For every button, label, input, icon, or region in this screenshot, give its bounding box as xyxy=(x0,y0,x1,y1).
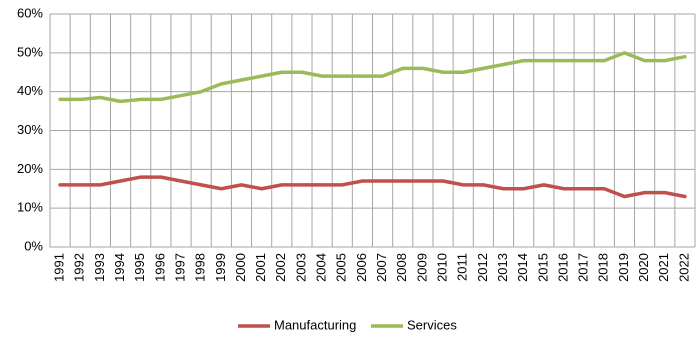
x-tick-label: 2005 xyxy=(334,253,349,282)
x-tick-label: 2013 xyxy=(495,253,510,282)
x-tick-label: 2010 xyxy=(434,253,449,282)
x-tick-label: 1998 xyxy=(193,253,208,282)
x-tick-label: 2016 xyxy=(555,253,570,282)
y-tick-label: 60% xyxy=(17,5,43,20)
x-tick-label: 2001 xyxy=(253,253,268,282)
x-tick-label: 2017 xyxy=(576,253,591,282)
x-tick-label: 1999 xyxy=(213,253,228,282)
legend-label: Services xyxy=(407,317,457,332)
y-tick-label: 30% xyxy=(17,122,43,137)
x-tick-label: 1997 xyxy=(172,253,187,282)
y-tick-label: 10% xyxy=(17,200,43,215)
y-tick-label: 0% xyxy=(24,238,43,253)
line-series xyxy=(58,175,687,199)
x-tick-label: 2000 xyxy=(233,253,248,282)
x-tick-label: 1995 xyxy=(132,253,147,282)
x-tick-label: 2003 xyxy=(293,253,308,282)
y-tick-label: 40% xyxy=(17,83,43,98)
x-tick-label: 2002 xyxy=(273,253,288,282)
x-tick-label: 2020 xyxy=(636,253,651,282)
x-tick-label: 2022 xyxy=(676,253,691,282)
y-tick-label: 50% xyxy=(17,44,43,59)
x-tick-label: 2011 xyxy=(455,253,470,281)
x-tick-label: 1992 xyxy=(72,253,87,282)
x-tick-label: 1996 xyxy=(152,253,167,282)
x-tick-label: 2009 xyxy=(414,253,429,282)
y-tick-label: 20% xyxy=(17,161,43,176)
x-tick-label: 2012 xyxy=(475,253,490,282)
x-tick-label: 1994 xyxy=(112,253,127,282)
legend-label: Manufacturing xyxy=(274,317,356,332)
x-tick-label: 2018 xyxy=(596,253,611,282)
x-tick-label: 1993 xyxy=(92,253,107,282)
x-tick-label: 2015 xyxy=(535,253,550,282)
x-tick-label: 2007 xyxy=(374,253,389,282)
x-tick-label: 2004 xyxy=(314,253,329,282)
x-tick-label: 2006 xyxy=(354,253,369,282)
x-tick-label: 2021 xyxy=(656,253,671,282)
x-tick-label: 2008 xyxy=(394,253,409,282)
x-tick-label: 1991 xyxy=(52,253,67,282)
x-tick-label: 2014 xyxy=(515,253,530,282)
line-series xyxy=(58,51,687,104)
x-tick-label: 2019 xyxy=(616,253,631,282)
